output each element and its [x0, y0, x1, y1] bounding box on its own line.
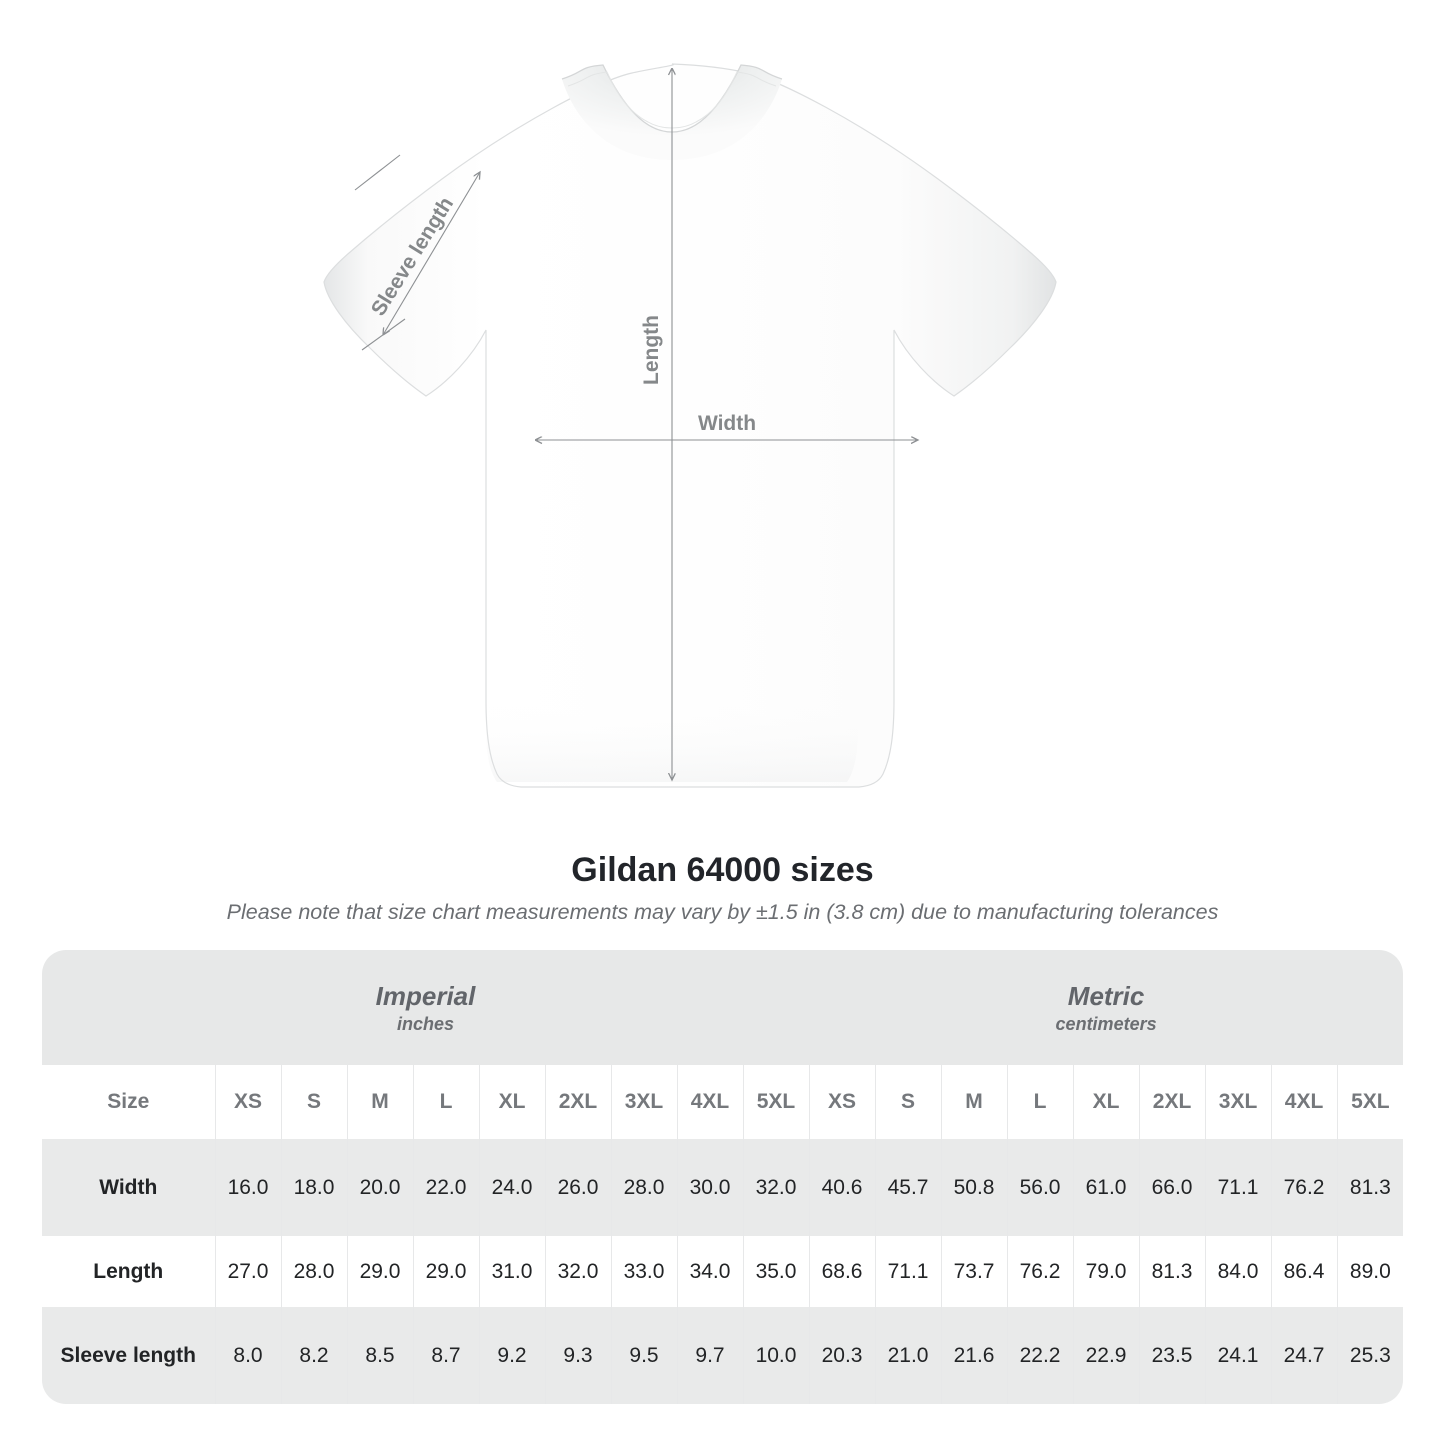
svg-text:Width: Width: [698, 412, 756, 435]
svg-text:Length: Length: [640, 315, 663, 385]
svg-text:Sleeve length: Sleeve length: [367, 193, 458, 320]
